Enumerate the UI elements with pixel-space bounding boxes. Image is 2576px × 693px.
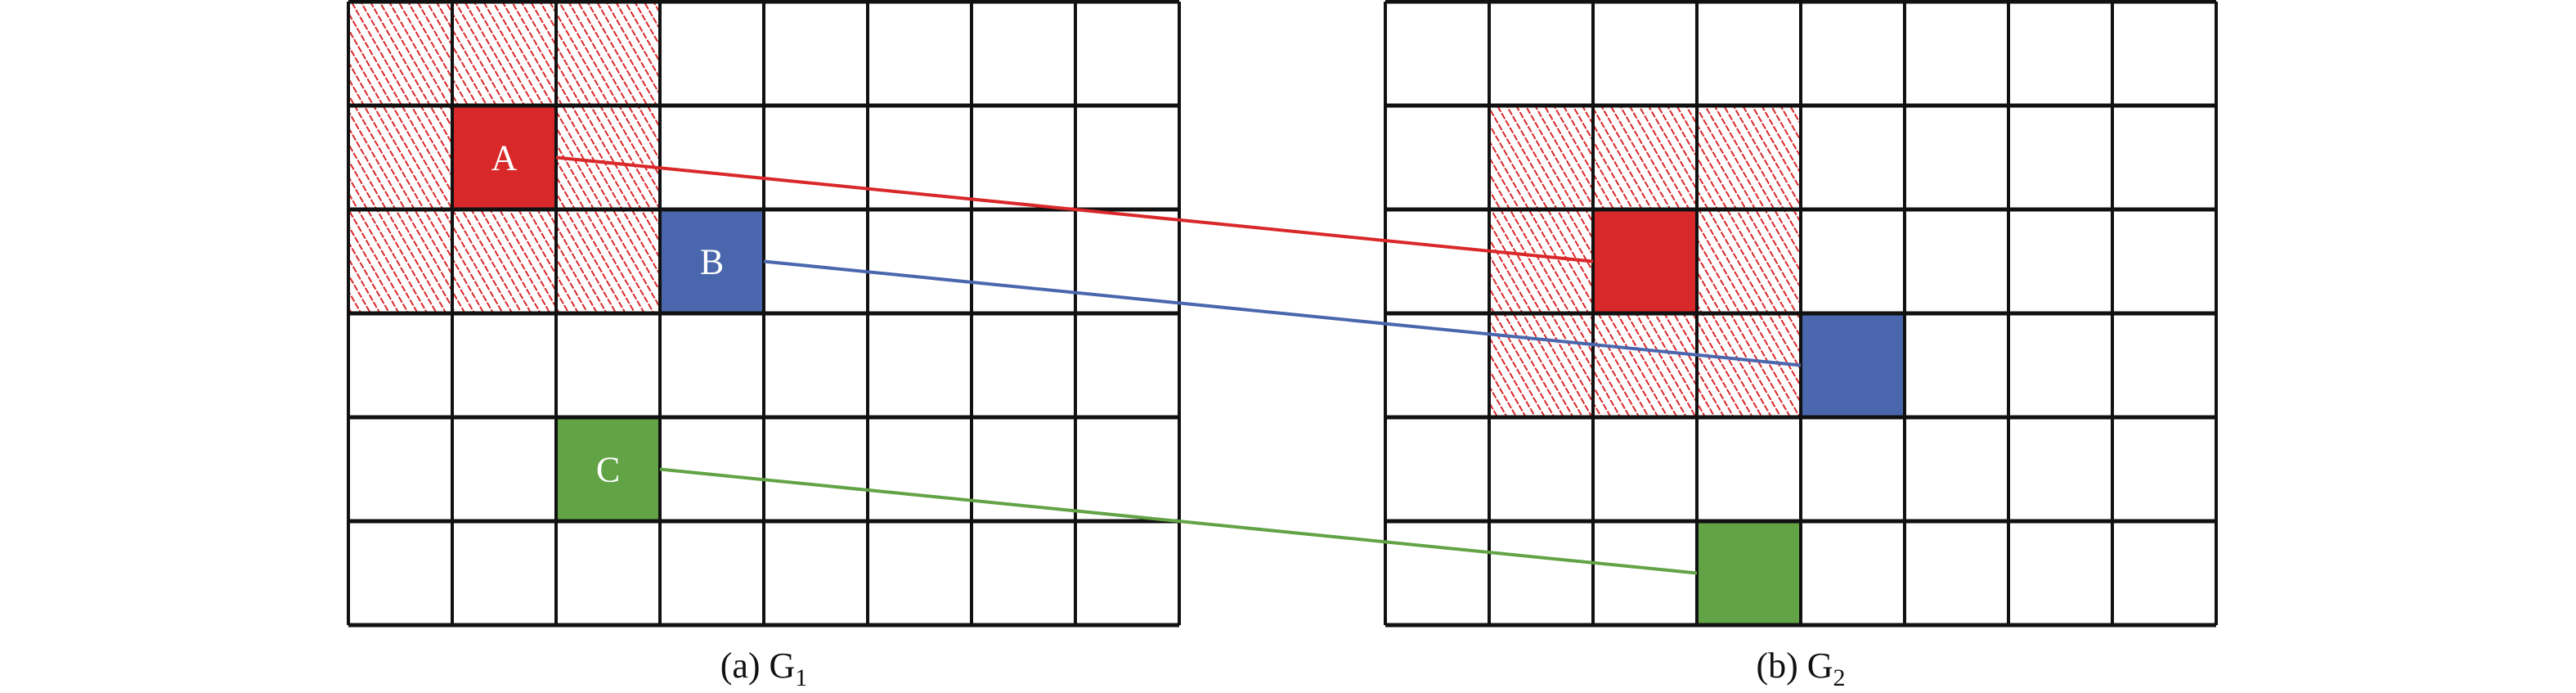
caption-g1: (a) G1	[720, 646, 808, 691]
cell-a	[1593, 209, 1697, 313]
cell-b	[660, 209, 764, 313]
hatched-cell	[348, 2, 452, 106]
cell-c	[1697, 521, 1801, 625]
cell-b	[1801, 313, 1905, 417]
panel-g2	[1384, 0, 2218, 628]
hatched-cell	[452, 2, 556, 106]
cell-label-a: A	[491, 138, 518, 178]
link-c	[659, 467, 1698, 575]
link-a	[555, 155, 1594, 263]
hatched-cell	[1489, 313, 1593, 417]
hatched-cell	[1489, 209, 1593, 313]
hatched-cell	[1593, 106, 1697, 209]
caption-subscript: 2	[1833, 664, 1846, 691]
hatched-cell	[556, 2, 660, 106]
hatched-cell	[1697, 313, 1801, 417]
hatched-cell	[1593, 313, 1697, 417]
panel-g1	[347, 0, 1181, 628]
cell-label-b: B	[700, 242, 724, 282]
hatched-cell	[452, 209, 556, 313]
link-b	[763, 259, 1802, 367]
hatched-cell	[1489, 106, 1593, 209]
hatched-cell	[348, 209, 452, 313]
caption-text: (a) G	[720, 646, 796, 686]
hatched-cell	[1697, 209, 1801, 313]
hatched-cell	[556, 106, 660, 209]
cell-c	[556, 417, 660, 521]
caption-text: (b) G	[1756, 646, 1833, 686]
cell-a	[452, 106, 556, 209]
caption-g2: (b) G2	[1756, 646, 1845, 691]
hatched-cell	[348, 106, 452, 209]
hatched-cell	[1697, 106, 1801, 209]
caption-subscript: 1	[795, 664, 807, 691]
cell-label-c: C	[596, 450, 620, 490]
hatched-cell	[556, 209, 660, 313]
